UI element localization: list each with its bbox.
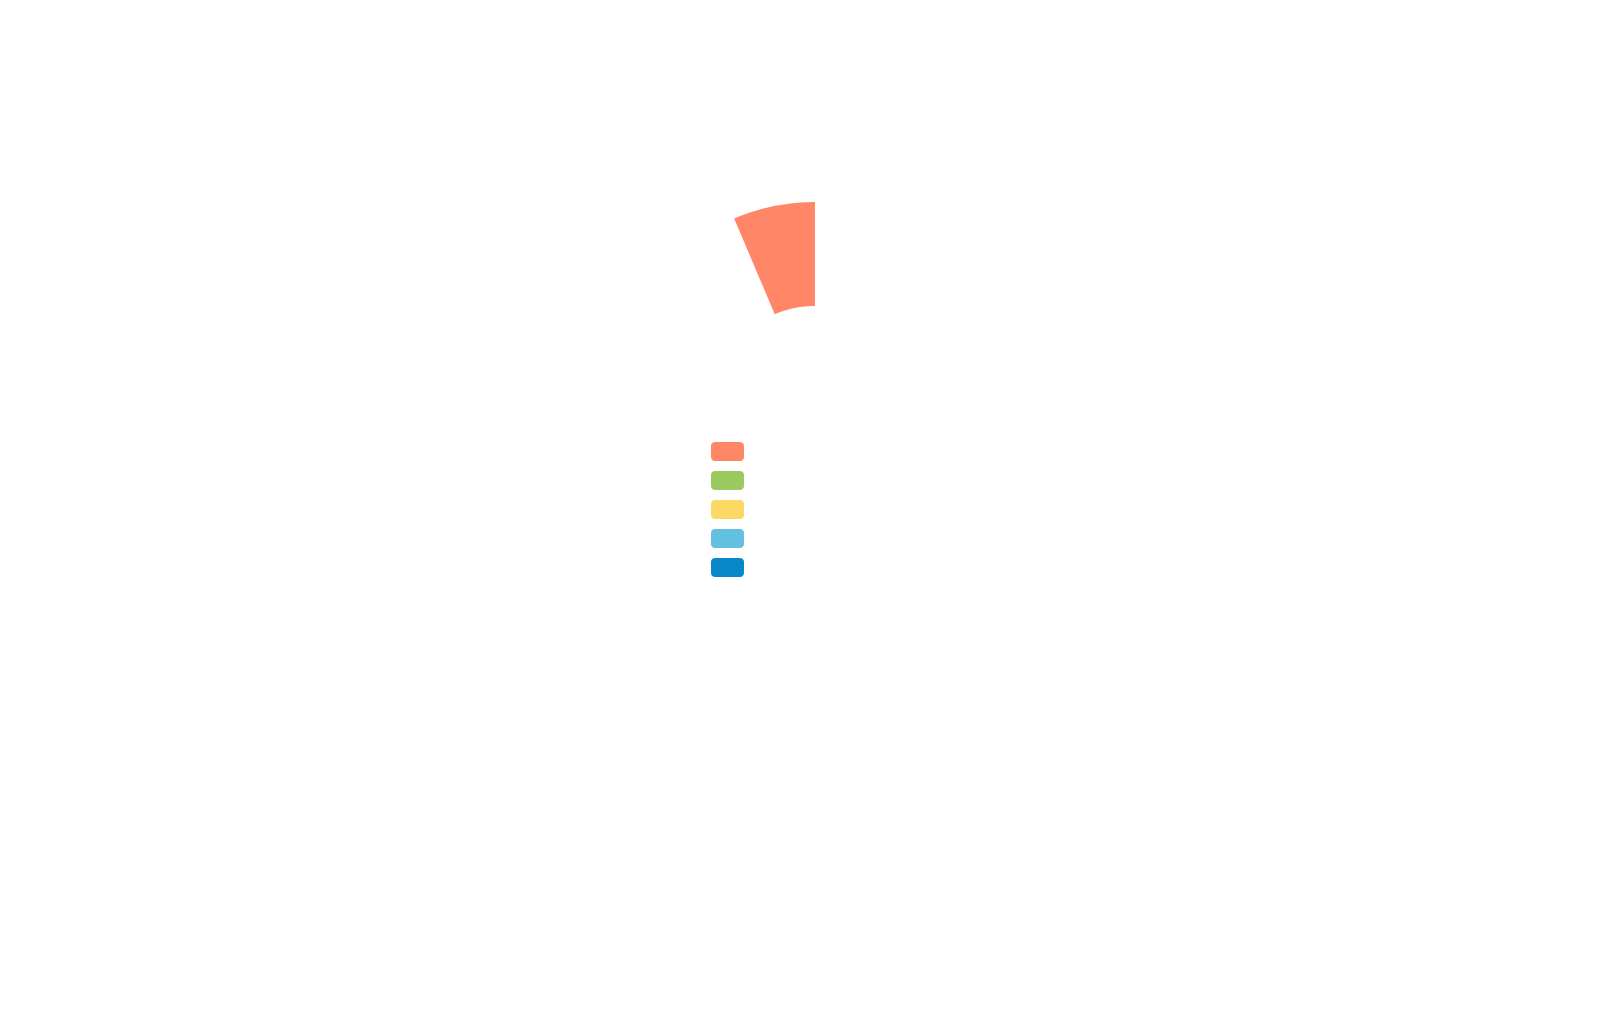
legend-swatch-5 [711, 558, 744, 577]
pie-slice-1 [734, 202, 815, 315]
legend [711, 442, 744, 577]
legend-swatch-1 [711, 442, 744, 461]
arcs-layer [734, 202, 815, 315]
legend-swatch-3 [711, 500, 744, 519]
legend-item-4 [711, 529, 744, 548]
legend-item-5 [711, 558, 744, 577]
legend-swatch-2 [711, 471, 744, 490]
legend-item-2 [711, 471, 744, 490]
legend-swatch-4 [711, 529, 744, 548]
legend-item-3 [711, 500, 744, 519]
legend-item-1 [711, 442, 744, 461]
